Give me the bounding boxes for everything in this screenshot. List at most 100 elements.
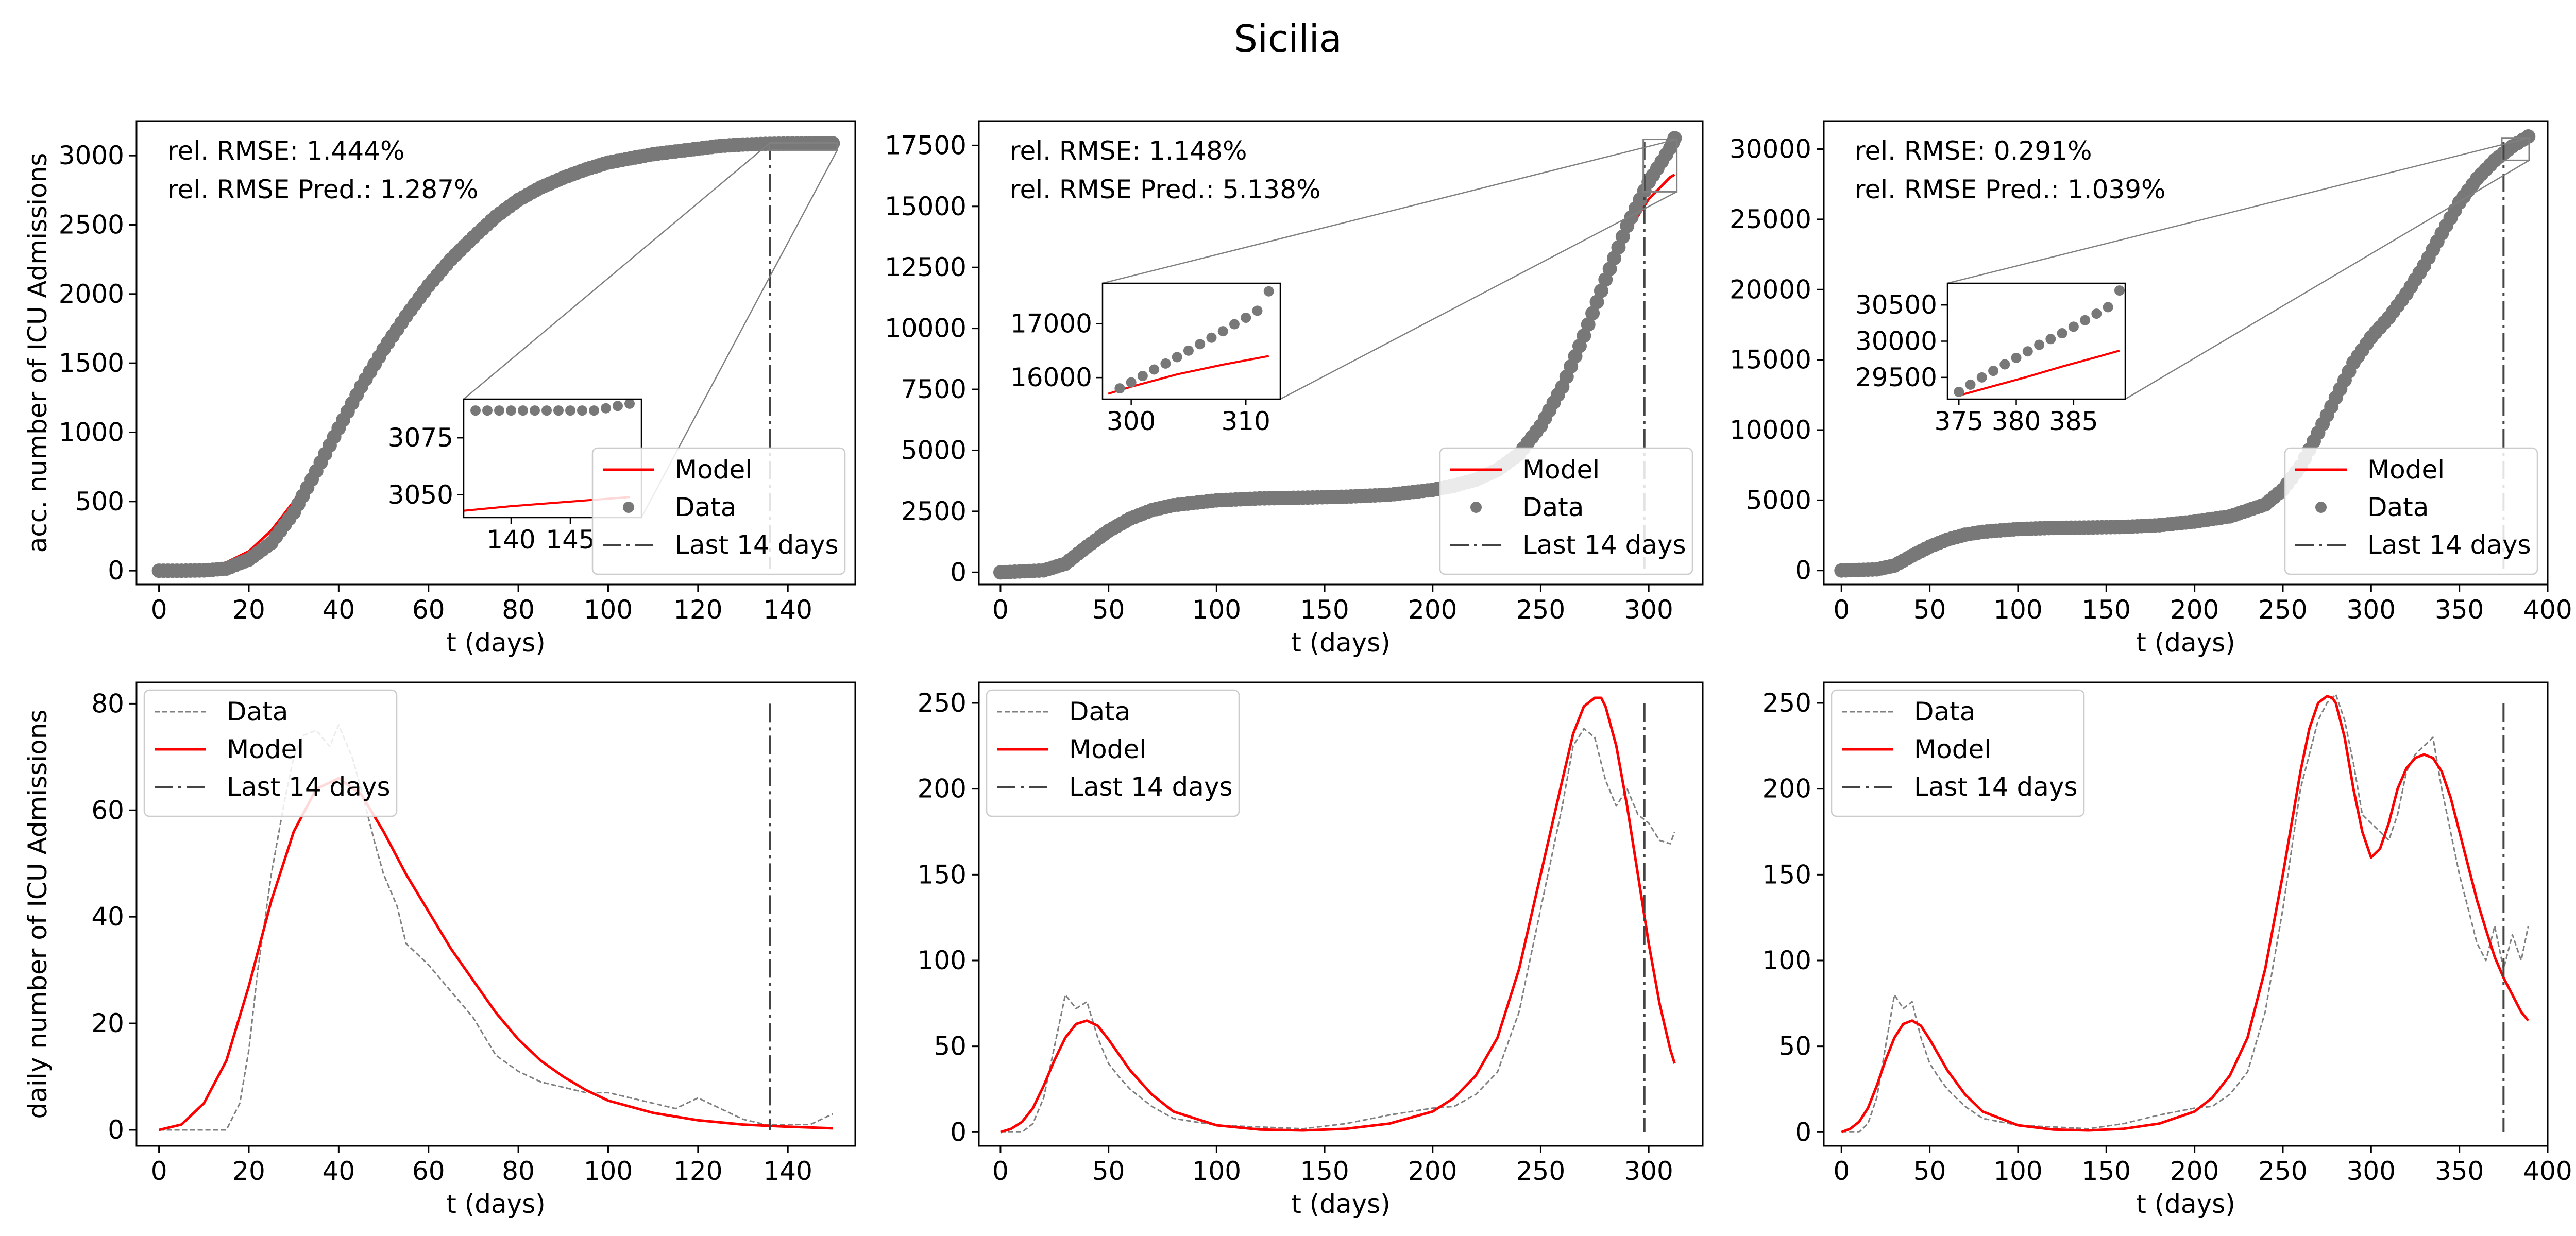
x-tick-label: 150: [2082, 595, 2131, 625]
rmse-annotation: rel. RMSE: 0.291%: [1855, 136, 2092, 166]
legend-label: Last 14 days: [1522, 530, 1686, 560]
inset-data-point: [1965, 379, 1976, 390]
legend: Model Data Last 14 days: [1439, 447, 1693, 575]
x-tick-label: 120: [673, 595, 722, 625]
x-axis-label: t (days): [1291, 628, 1391, 658]
y-tick-label: 40: [91, 902, 124, 932]
inset-model-line: [1958, 349, 2120, 397]
legend-box: [143, 689, 398, 817]
inset-y-tick-label: 16000: [1010, 363, 1092, 392]
data-point: [1594, 283, 1608, 298]
legend: Data Model Last 14 days: [1831, 689, 2085, 817]
x-tick-label: 300: [2347, 595, 2396, 625]
legend-label: Data: [227, 697, 288, 727]
inset-data-point: [2114, 285, 2125, 296]
y-tick-label: 0: [108, 1115, 124, 1145]
y-tick-label: 100: [918, 946, 967, 975]
y-tick-label: 200: [1762, 774, 1811, 804]
legend-label: Model: [675, 455, 752, 485]
x-tick-label: 40: [323, 1156, 355, 1186]
x-tick-label: 0: [1833, 1156, 1850, 1186]
x-tick-label: 250: [2258, 595, 2307, 625]
y-tick-label: 2500: [59, 210, 124, 239]
inset-data-point: [565, 405, 575, 416]
x-tick-label: 80: [502, 595, 535, 625]
x-tick-label: 350: [2435, 1156, 2484, 1186]
inset-data-point: [2022, 346, 2033, 357]
zoom-connector: [1280, 191, 1677, 400]
inset-data-point: [589, 405, 599, 416]
x-tick-label: 100: [1192, 1156, 1241, 1186]
x-tick-label: 120: [673, 1156, 722, 1186]
axes-frame: [978, 681, 1704, 1147]
x-tick-label: 140: [764, 595, 812, 625]
x-tick-label: 400: [2523, 1156, 2572, 1186]
y-tick-label: 5000: [1746, 485, 1811, 515]
inset-y-tick-label: 3050: [388, 480, 453, 510]
inset-data-point: [2034, 339, 2045, 350]
x-tick-label: 0: [992, 595, 1009, 625]
x-tick-label: 40: [323, 595, 355, 625]
inset-data-point: [553, 405, 564, 416]
x-tick-label: 0: [992, 1156, 1009, 1186]
panel-1: 0 20 40 60 80 100 120 140 0 500 1000 1500 2000 2500 30…: [23, 120, 856, 658]
axes-frame: [978, 120, 1704, 586]
legend-label: Last 14 days: [675, 530, 839, 560]
y-tick-label: 500: [75, 487, 124, 517]
y-tick-label: 5000: [901, 435, 967, 465]
x-tick-label: 200: [2170, 595, 2219, 625]
x-tick-label: 100: [584, 1156, 633, 1186]
inset-data-point: [494, 405, 504, 416]
inset-x-tick-label: 300: [1107, 406, 1156, 436]
legend-data-swatch: [1470, 502, 1482, 513]
y-tick-label: 0: [1795, 1117, 1811, 1147]
data-point: [1581, 317, 1596, 332]
y-tick-label: 200: [918, 774, 967, 804]
inset-data-point: [1126, 377, 1137, 388]
inset-data-point: [624, 398, 635, 409]
inset-x-tick-label: 385: [2049, 406, 2098, 436]
inset-data-point: [1172, 352, 1182, 363]
inset-data-point: [1988, 366, 1999, 376]
x-tick-label: 100: [1993, 1156, 2042, 1186]
x-tick-label: 150: [1300, 595, 1349, 625]
inset-data-point: [1217, 326, 1228, 337]
inset-zoom: 375 380 385 29500 30000 30500: [1855, 137, 2530, 436]
data-points: [151, 136, 840, 578]
rmse-annotation: rel. RMSE Pred.: 5.138%: [1010, 175, 1321, 204]
inset-data-point: [1954, 386, 1964, 397]
data-point: [1577, 328, 1591, 343]
inset-data-point: [2011, 352, 2022, 363]
x-tick-label: 200: [2170, 1156, 2219, 1186]
y-tick-label: 100: [1762, 946, 1811, 975]
x-tick-label: 200: [1408, 1156, 1457, 1186]
zoom-connector: [1947, 137, 2530, 284]
data-point: [2521, 129, 2536, 144]
legend-data-swatch: [2315, 502, 2327, 513]
data-line: [159, 724, 834, 1131]
inset-data-point: [577, 405, 587, 416]
y-tick-label: 60: [91, 795, 124, 825]
zoom-region-box: [769, 142, 838, 151]
legend-label: Data: [1522, 492, 1584, 522]
legend: Data Model Last 14 days: [143, 689, 398, 817]
inset-data-point: [1206, 332, 1217, 343]
inset-y-tick-label: 3075: [388, 423, 453, 453]
panel-5: 0 50 100 150 200 250 300 0 50 100 150 200 250 t (days…: [918, 681, 1704, 1219]
x-tick-label: 400: [2523, 595, 2572, 625]
panel-2: 0 50 100 150 200 250 300 0 2500 5000 7500 10000 1250…: [885, 120, 1704, 658]
inset-data-point: [2091, 308, 2102, 319]
x-tick-label: 350: [2435, 595, 2484, 625]
x-axis-label: t (days): [1291, 1189, 1391, 1219]
y-tick-label: 50: [934, 1032, 967, 1061]
x-tick-label: 0: [151, 595, 167, 625]
x-tick-label: 60: [412, 1156, 445, 1186]
inset-data-point: [1137, 371, 1148, 381]
x-tick-label: 50: [1092, 1156, 1125, 1186]
y-tick-label: 150: [1762, 860, 1811, 889]
legend-label: Model: [1522, 455, 1600, 485]
inset-data-point: [1263, 286, 1274, 297]
legend-box: [1439, 447, 1693, 575]
legend-label: Last 14 days: [1914, 772, 2078, 802]
